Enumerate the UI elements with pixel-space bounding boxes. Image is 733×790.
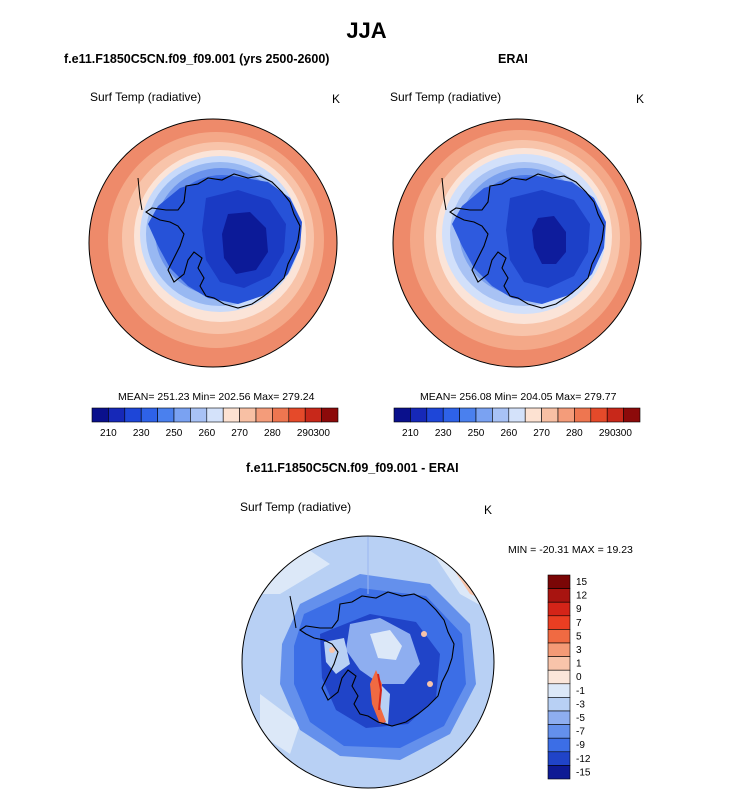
- diff-colorbar-box: [547, 697, 571, 712]
- model-colorbar-box: [222, 407, 240, 423]
- obs-units-label: K: [636, 92, 645, 106]
- model-units-label: K: [332, 92, 341, 106]
- diff-colorbar-box: [547, 642, 571, 657]
- model-variable-label: Surf Temp (radiative): [90, 90, 202, 104]
- model-colorbar-box: [288, 407, 306, 423]
- diff-colorbar-tick: 5: [576, 631, 582, 642]
- model-colorbar-box: [124, 407, 142, 423]
- diff-colorbar-tick: -5: [576, 713, 585, 724]
- obs-colorbar-tick: 250: [468, 428, 485, 439]
- obs-colorbar-box: [590, 407, 608, 423]
- obs-colorbar-box: [524, 407, 542, 423]
- obs-colorbar: 210 230 250 260 270 280 290 300: [393, 407, 641, 439]
- season-title: JJA: [346, 18, 387, 43]
- model-colorbar-box: [272, 407, 290, 423]
- obs-colorbar-box: [426, 407, 444, 423]
- model-colorbar-tick: 280: [264, 428, 281, 439]
- obs-colorbar-tick: 290: [599, 428, 616, 439]
- diff-colorbar-tick: -3: [576, 699, 585, 710]
- model-colorbar-tick: 210: [100, 428, 117, 439]
- diff-colorbar-box: [547, 615, 571, 630]
- model-colorbar-box: [140, 407, 158, 423]
- diff-stats: MIN = -20.31 MAX = 19.23: [508, 544, 633, 556]
- diff-colorbar-box: [547, 574, 571, 589]
- obs-panel-title: ERAI: [498, 52, 528, 66]
- obs-colorbar-tick: 260: [500, 428, 517, 439]
- diff-colorbar-tick: -12: [576, 754, 591, 765]
- diff-colorbar-box: [547, 765, 571, 780]
- model-colorbar-box: [157, 407, 175, 423]
- model-colorbar-tick: 300: [313, 428, 330, 439]
- obs-colorbar-tick: 300: [615, 428, 632, 439]
- model-colorbar-box: [173, 407, 191, 423]
- obs-variable-label: Surf Temp (radiative): [390, 90, 502, 104]
- diff-colorbar-tick: -9: [576, 740, 585, 751]
- obs-colorbar-tick: 270: [533, 428, 550, 439]
- obs-colorbar-tick: 280: [566, 428, 583, 439]
- obs-stats: MEAN= 256.08 Min= 204.05 Max= 279.77: [420, 391, 617, 403]
- model-colorbar-box: [255, 407, 273, 423]
- model-stats: MEAN= 251.23 Min= 202.56 Max= 279.24: [118, 391, 315, 403]
- diff-colorbar-box: [547, 601, 571, 617]
- obs-colorbar-box: [508, 407, 526, 423]
- obs-colorbar-box: [475, 407, 493, 423]
- model-colorbar-box: [239, 407, 257, 423]
- diff-colorbar-box: [547, 724, 571, 739]
- model-colorbar-box: [321, 407, 339, 423]
- diff-colorbar-tick: 1: [576, 659, 582, 670]
- diff-variable-label: Surf Temp (radiative): [240, 500, 352, 514]
- diff-colorbar: 15 12 9 7 5 3 1 0 -1 -3 -5 -7 -9 -12 -15: [547, 574, 591, 780]
- model-colorbar-tick: 290: [297, 428, 314, 439]
- diff-colorbar-box: [547, 751, 571, 766]
- model-colorbar-tick: 230: [133, 428, 150, 439]
- obs-colorbar-box: [442, 407, 460, 423]
- diff-colorbar-tick: 7: [576, 618, 582, 629]
- obs-colorbar-tick: 230: [435, 428, 452, 439]
- diff-colorbar-tick: -15: [576, 767, 591, 778]
- diff-colorbar-tick: 15: [576, 577, 588, 588]
- model-colorbar-box: [108, 407, 126, 423]
- model-colorbar-box: [304, 407, 322, 423]
- model-panel-title: f.e11.F1850C5CN.f09_f09.001 (yrs 2500-26…: [64, 52, 330, 66]
- obs-colorbar-box: [541, 407, 559, 423]
- model-colorbar-box: [206, 407, 224, 423]
- diff-polar-map: [241, 535, 495, 789]
- diff-colorbar-box: [547, 588, 571, 603]
- obs-colorbar-box: [492, 407, 510, 423]
- diff-colorbar-tick: 0: [576, 672, 582, 683]
- diff-colorbar-tick: 3: [576, 645, 582, 656]
- model-colorbar-tick: 260: [198, 428, 215, 439]
- obs-colorbar-box: [557, 407, 575, 423]
- obs-colorbar-box: [623, 407, 641, 423]
- diff-colorbar-box: [547, 710, 571, 725]
- diff-colorbar-tick: 9: [576, 604, 582, 615]
- diff-panel-title: f.e11.F1850C5CN.f09_f09.001 - ERAI: [246, 461, 459, 475]
- model-colorbar-tick: 250: [166, 428, 183, 439]
- obs-colorbar-box: [410, 407, 428, 423]
- diff-colorbar-tick: -7: [576, 727, 585, 738]
- model-polar-map: [88, 118, 338, 368]
- diff-units-label: K: [484, 503, 493, 517]
- diff-colorbar-tick: 12: [576, 591, 588, 602]
- model-colorbar: 210 230 250 260 270 280 290 300: [91, 407, 339, 439]
- diff-colorbar-box: [547, 656, 571, 671]
- model-colorbar-box: [190, 407, 208, 423]
- obs-colorbar-box: [606, 407, 624, 423]
- obs-colorbar-box: [574, 407, 592, 423]
- obs-polar-map: [392, 118, 642, 368]
- obs-colorbar-tick: 210: [402, 428, 419, 439]
- model-colorbar-box: [91, 407, 109, 423]
- diff-colorbar-box: [547, 669, 571, 685]
- diff-colorbar-box: [547, 683, 571, 698]
- diff-colorbar-box: [547, 737, 571, 753]
- diff-colorbar-tick: -1: [576, 686, 585, 697]
- obs-colorbar-box: [459, 407, 477, 423]
- model-colorbar-tick: 270: [231, 428, 248, 439]
- diff-colorbar-box: [547, 629, 571, 644]
- obs-colorbar-box: [393, 407, 411, 423]
